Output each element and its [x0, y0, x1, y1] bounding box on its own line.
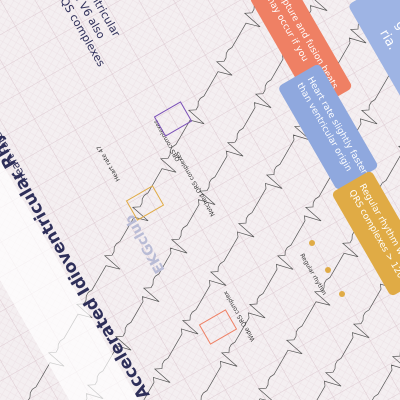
ecg-trace	[169, 0, 400, 400]
dot	[325, 267, 331, 273]
box-bg	[279, 64, 378, 190]
ecg-trace	[124, 0, 400, 400]
dot	[339, 291, 345, 297]
title-strip	[0, 0, 148, 400]
highlight	[125, 185, 165, 221]
box-bg	[332, 171, 400, 296]
box-blue-2: ges from ria.	[349, 0, 400, 151]
highlight	[198, 309, 238, 345]
ecg-trace	[0, 0, 345, 400]
box-bg	[349, 0, 400, 151]
dot	[309, 240, 315, 246]
highlight	[153, 101, 193, 137]
